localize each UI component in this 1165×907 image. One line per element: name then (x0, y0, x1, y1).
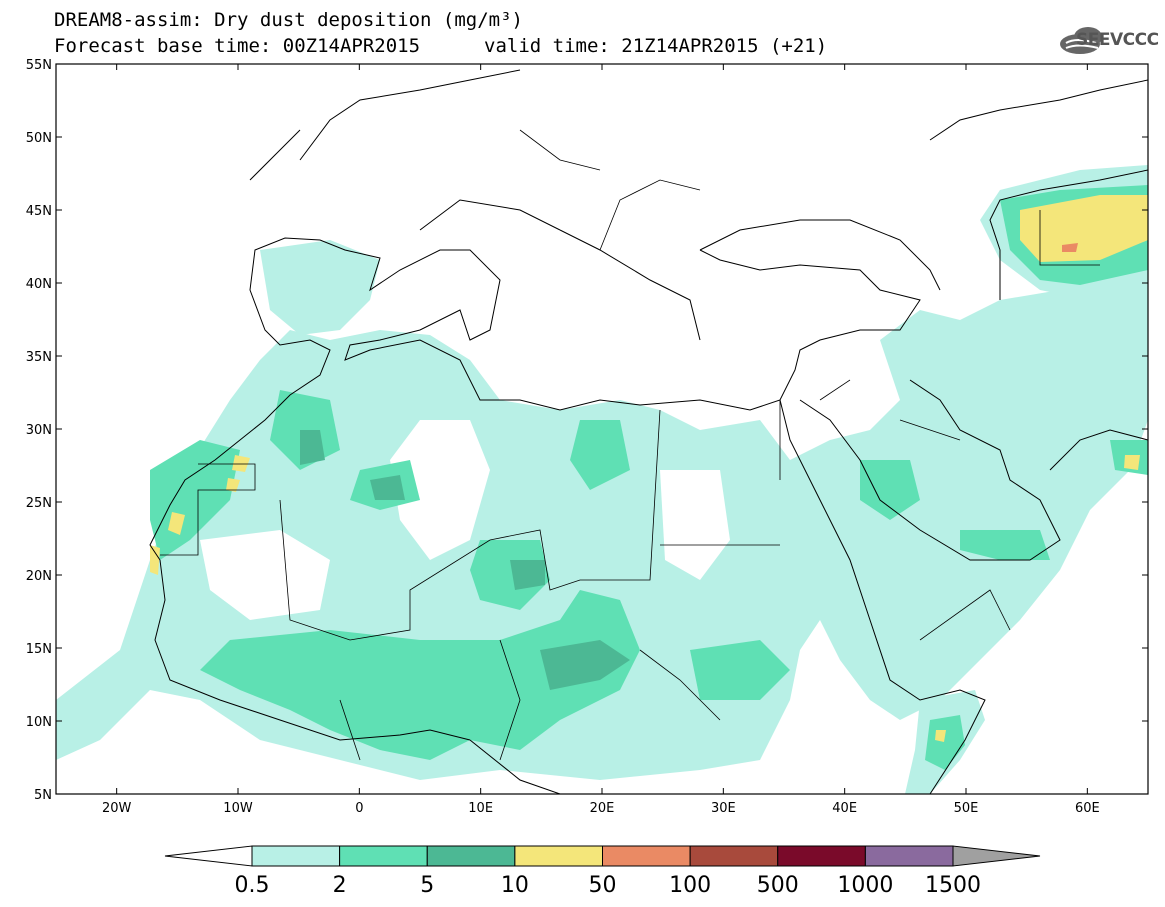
logo-text: SEEVCCC (1076, 30, 1159, 50)
lon-tick-label: 30E (711, 801, 736, 816)
colorbar-label: 10 (501, 873, 529, 898)
dust-field-2-5 (200, 590, 640, 760)
colorbar-label: 500 (757, 873, 799, 898)
lon-tick-label: 40E (832, 801, 857, 816)
dust-field-5-10 (540, 640, 630, 690)
colorbar-boxes (164, 845, 1041, 867)
colorbar-label: 1000 (837, 873, 893, 898)
lat-tick-label: 45N (26, 204, 52, 219)
lat-tick-label: 15N (26, 642, 52, 657)
longitude-axis: 20W 10W 0 10E 20E 30E 40E 50E 60E (102, 64, 1100, 816)
colorbar-box (339, 845, 428, 867)
lat-tick-label: 40N (26, 277, 52, 292)
borders (160, 129, 1100, 761)
colorbar-box (514, 845, 603, 867)
dust-field-10-50 (1020, 195, 1148, 262)
lon-tick-label: 20W (102, 801, 132, 816)
lon-tick-label: 10W (223, 801, 253, 816)
lat-tick-label: 30N (26, 423, 52, 438)
lon-tick-label: 10E (468, 801, 493, 816)
colorbar-label: 100 (669, 873, 711, 898)
forecast-base-time: Forecast base time: 00Z14APR2015 (54, 35, 421, 57)
dust-field-light-iberia (260, 240, 380, 335)
colorbar-box (426, 845, 516, 867)
coastlines (149, 69, 1148, 794)
latitude-axis: 5N 10N 15N 20N 25N 30N 35N 40N 45N 50N 55N (26, 58, 1148, 803)
colorbar-box (777, 845, 866, 867)
lat-tick-label: 5N (34, 788, 52, 803)
colorbar-label: 0.5 (235, 873, 270, 898)
colorbar-label: 1500 (925, 873, 981, 898)
lon-tick-label: 0 (355, 801, 363, 816)
colorbar-under-triangle (164, 845, 253, 867)
colorbar-over-triangle (952, 845, 1041, 867)
lat-tick-label: 25N (26, 496, 52, 511)
dust-fields (56, 165, 1148, 794)
colorbar-label: 2 (333, 873, 347, 898)
lat-tick-label: 20N (26, 569, 52, 584)
lon-tick-label: 50E (954, 801, 979, 816)
colorbar-box (689, 845, 779, 867)
colorbar-box (602, 845, 691, 867)
colorbar-box (864, 845, 954, 867)
valid-time: valid time: 21Z14APR2015 (+21) (484, 35, 828, 57)
colorbar-box (251, 845, 341, 867)
colorbar-label: 5 (420, 873, 434, 898)
colorbar-label: 50 (589, 873, 617, 898)
colorbar-labels: 0.5 2 5 10 50 100 500 1000 1500 (235, 873, 982, 898)
lat-tick-label: 35N (26, 350, 52, 365)
dust-map: 5N 10N 15N 20N 25N 30N 35N 40N 45N 50N 55N 20W 10W 0… (26, 58, 1149, 816)
lat-tick-label: 10N (26, 715, 52, 730)
lon-tick-label: 60E (1075, 801, 1100, 816)
lat-tick-label: 55N (26, 58, 52, 73)
dust-field-50-100 (1062, 243, 1078, 252)
lat-tick-label: 50N (26, 131, 52, 146)
lon-tick-label: 20E (590, 801, 615, 816)
map-title: DREAM8-assim: Dry dust deposition (mg/m³… (54, 9, 523, 31)
cloud-logo-icon (1060, 27, 1102, 54)
